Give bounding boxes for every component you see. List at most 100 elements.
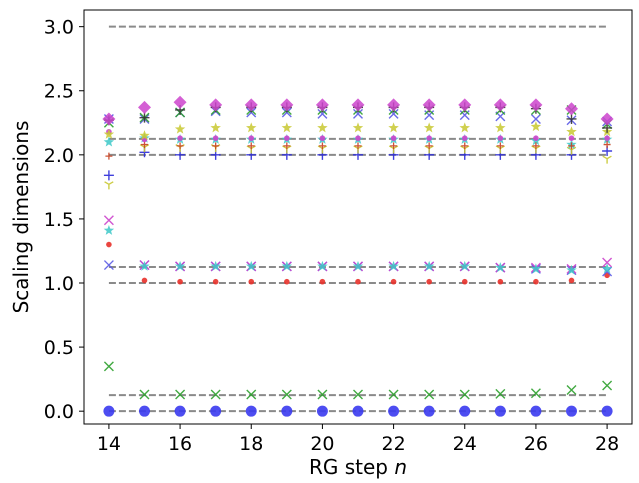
data-point bbox=[177, 278, 183, 285]
data-point bbox=[212, 142, 220, 150]
series-11 bbox=[103, 121, 613, 141]
data-point bbox=[426, 135, 432, 141]
data-point bbox=[319, 135, 326, 141]
data-point bbox=[601, 263, 613, 274]
data-point bbox=[104, 181, 114, 190]
data-point bbox=[103, 128, 115, 139]
data-point bbox=[141, 277, 148, 284]
x-tick-label: 18 bbox=[239, 433, 263, 455]
plot-frame bbox=[83, 9, 633, 425]
data-point bbox=[388, 260, 399, 271]
data-point bbox=[352, 405, 364, 417]
data-point bbox=[604, 135, 610, 141]
x-axis-ticks: 14 16 18 20 22 24 26 28 bbox=[97, 424, 619, 455]
data-point bbox=[390, 278, 397, 285]
data-point bbox=[281, 260, 293, 271]
data-point bbox=[103, 361, 114, 372]
data-point bbox=[137, 100, 151, 114]
data-point bbox=[461, 278, 468, 285]
data-point bbox=[459, 389, 470, 400]
data-point bbox=[495, 388, 506, 399]
data-point bbox=[283, 142, 291, 150]
y-axis-ticks: 0.0 0.5 1.0 1.5 2.0 2.5 3.0 bbox=[44, 17, 84, 423]
data-point bbox=[281, 107, 292, 118]
data-point bbox=[497, 278, 504, 285]
data-point bbox=[388, 405, 400, 417]
data-point bbox=[568, 142, 576, 150]
data-point bbox=[246, 260, 257, 271]
y-tick-label: 2.0 bbox=[44, 145, 74, 167]
data-point bbox=[281, 405, 293, 417]
data-point bbox=[353, 389, 363, 400]
data-point bbox=[566, 146, 577, 155]
data-point bbox=[139, 130, 150, 141]
data-point bbox=[600, 112, 614, 126]
data-point bbox=[459, 260, 470, 271]
series-9 bbox=[105, 141, 611, 160]
data-point bbox=[565, 102, 579, 116]
data-point bbox=[102, 112, 116, 126]
x-tick-label: 14 bbox=[97, 433, 121, 455]
data-point bbox=[355, 135, 361, 141]
y-tick-label: 0.0 bbox=[44, 401, 74, 423]
data-point bbox=[603, 141, 611, 149]
data-point bbox=[139, 260, 150, 271]
data-point bbox=[566, 405, 578, 417]
data-point bbox=[530, 388, 541, 399]
data-point bbox=[174, 123, 186, 134]
x-tick-label: 26 bbox=[524, 433, 548, 455]
data-point bbox=[458, 98, 472, 112]
data-point bbox=[423, 122, 435, 133]
data-point bbox=[139, 112, 150, 123]
data-point bbox=[353, 108, 363, 119]
data-point bbox=[422, 98, 436, 112]
y-tick-label: 1.0 bbox=[44, 273, 74, 295]
y-axis-label: Scaling dimensions bbox=[9, 121, 33, 314]
data-point bbox=[601, 405, 613, 417]
data-point bbox=[495, 262, 506, 273]
data-point bbox=[352, 122, 364, 133]
data-point bbox=[496, 142, 504, 150]
x-tick-label: 22 bbox=[381, 433, 405, 455]
data-point bbox=[317, 389, 328, 400]
y-tick-label: 3.0 bbox=[44, 17, 74, 39]
data-point bbox=[602, 380, 613, 391]
data-point bbox=[280, 98, 294, 112]
data-point bbox=[248, 135, 255, 141]
series-2 bbox=[106, 241, 610, 285]
x-tick-label: 28 bbox=[595, 433, 619, 455]
data-point bbox=[174, 405, 186, 417]
data-point bbox=[245, 405, 257, 417]
data-point bbox=[177, 135, 183, 141]
data-point bbox=[529, 98, 543, 112]
data-point bbox=[246, 107, 257, 118]
y-tick-label: 0.5 bbox=[44, 337, 74, 359]
data-point bbox=[494, 405, 506, 417]
data-point bbox=[354, 142, 362, 150]
data-point bbox=[602, 257, 613, 268]
data-point bbox=[532, 142, 540, 150]
data-point bbox=[351, 98, 365, 112]
data-point bbox=[566, 113, 577, 124]
data-point bbox=[319, 278, 326, 285]
data-point bbox=[138, 405, 150, 417]
data-point bbox=[604, 272, 610, 279]
data-point bbox=[355, 278, 361, 285]
data-point bbox=[388, 122, 399, 133]
data-point bbox=[174, 260, 186, 271]
y-tick-label: 2.5 bbox=[44, 81, 74, 103]
data-point bbox=[423, 260, 435, 271]
data-point bbox=[390, 135, 397, 141]
data-point bbox=[106, 241, 112, 248]
data-point bbox=[497, 135, 504, 141]
data-point bbox=[316, 405, 328, 417]
series-1 bbox=[103, 361, 613, 400]
data-point bbox=[493, 98, 507, 112]
data-point bbox=[176, 142, 184, 150]
data-point bbox=[352, 260, 364, 271]
data-point bbox=[530, 263, 542, 274]
data-point bbox=[424, 389, 435, 400]
data-point bbox=[459, 405, 471, 417]
data-point bbox=[246, 389, 257, 400]
